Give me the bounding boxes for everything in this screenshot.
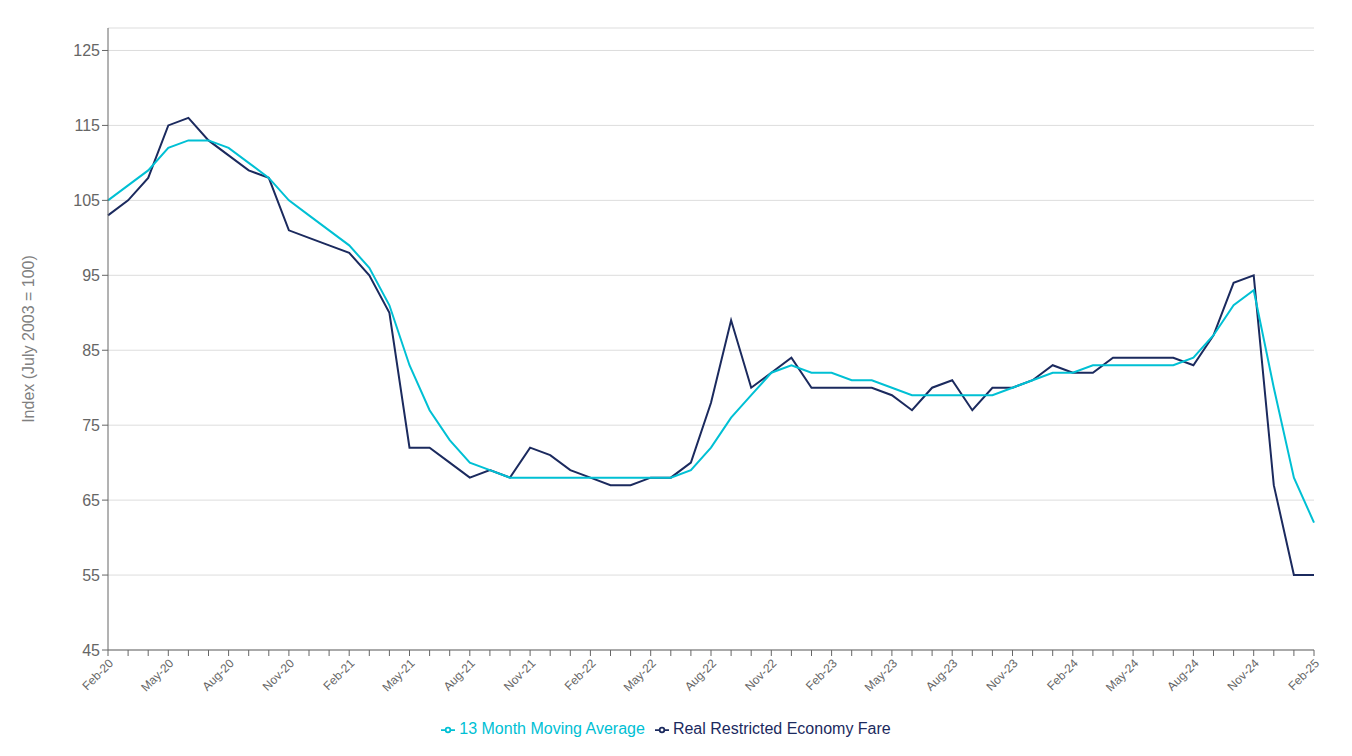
svg-text:55: 55 (82, 567, 100, 584)
svg-text:125: 125 (73, 42, 100, 59)
svg-text:75: 75 (82, 417, 100, 434)
svg-text:Aug-23: Aug-23 (923, 656, 960, 693)
svg-text:Nov-20: Nov-20 (260, 656, 297, 693)
html-text:Real Restricted Economy Fare: Real Restricted Economy Fare (672, 720, 891, 737)
svg-text:Feb-22: Feb-22 (562, 656, 599, 693)
svg-text:105: 105 (73, 192, 100, 209)
svg-text:May-23: May-23 (862, 656, 900, 694)
svg-text:May-21: May-21 (379, 656, 417, 694)
svg-text:Aug-24: Aug-24 (1164, 656, 1201, 693)
svg-text:May-22: May-22 (621, 656, 659, 694)
svg-text:Aug-21: Aug-21 (441, 656, 478, 693)
svg-text:May-20: May-20 (138, 656, 176, 694)
svg-text:85: 85 (82, 342, 100, 359)
svg-text:May-24: May-24 (1103, 656, 1141, 694)
svg-text:45: 45 (82, 642, 100, 659)
html-text:13 Month Moving Average: 13 Month Moving Average (459, 720, 645, 737)
svg-text:Feb-24: Feb-24 (1044, 656, 1081, 693)
svg-text:95: 95 (82, 267, 100, 284)
svg-text:Nov-22: Nov-22 (742, 656, 779, 693)
svg-text:Feb-21: Feb-21 (321, 656, 358, 693)
svg-text:Nov-24: Nov-24 (1225, 656, 1262, 693)
svg-text:Feb-20: Feb-20 (79, 656, 116, 693)
svg-text:Feb-25: Feb-25 (1285, 656, 1322, 693)
svg-text:65: 65 (82, 492, 100, 509)
svg-text:115: 115 (74, 117, 100, 134)
svg-text:Nov-21: Nov-21 (501, 656, 538, 693)
svg-text:Index (July 2003 = 100): Index (July 2003 = 100) (20, 255, 37, 423)
svg-text:Aug-20: Aug-20 (199, 656, 236, 693)
svg-text:Feb-23: Feb-23 (803, 656, 840, 693)
svg-text:Nov-23: Nov-23 (983, 656, 1020, 693)
svg-text:Aug-22: Aug-22 (682, 656, 719, 693)
